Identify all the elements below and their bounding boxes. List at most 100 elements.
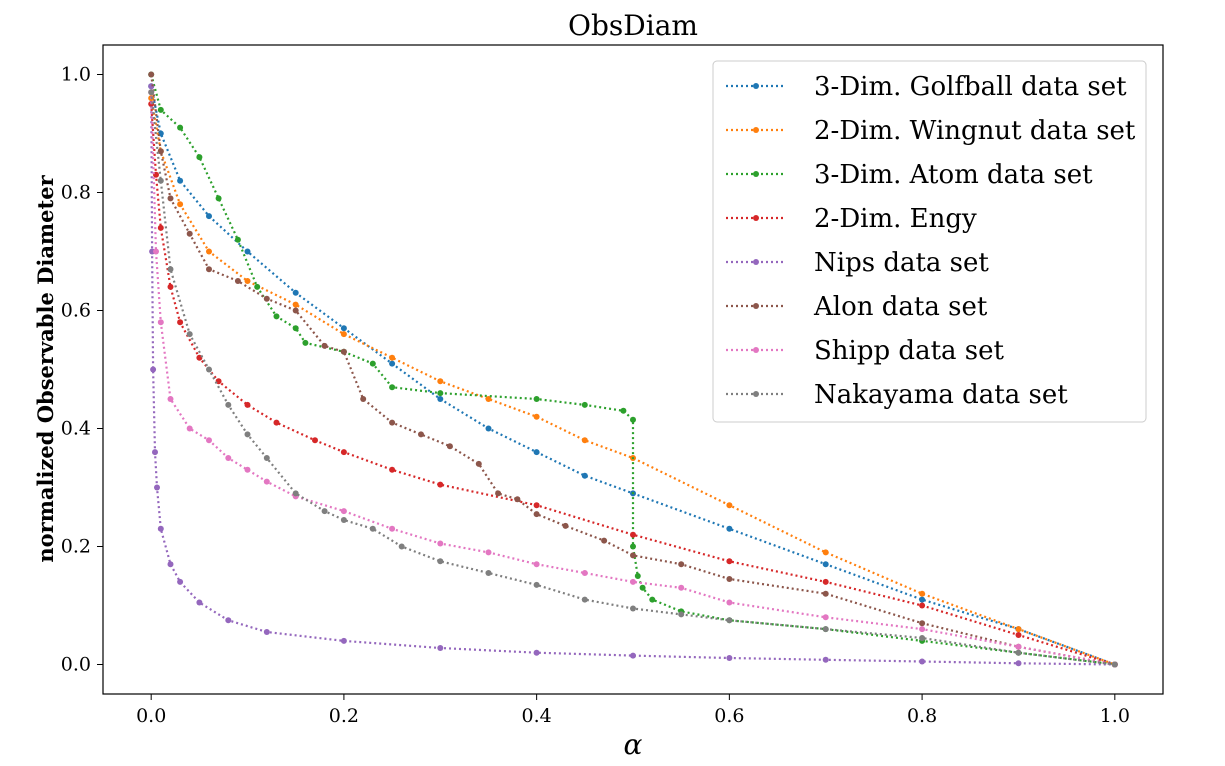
series-1 [148, 95, 1118, 668]
data-point [321, 508, 328, 515]
data-point [186, 331, 193, 338]
data-point [273, 313, 280, 320]
legend-entry: 2-Dim. Wingnut data set [726, 116, 1136, 146]
legend-label: Nips data set [814, 248, 989, 278]
data-point [601, 537, 608, 544]
data-point [581, 472, 588, 479]
data-point [263, 455, 270, 461]
data-point [157, 224, 164, 231]
x-tick-label: 0.4 [522, 705, 552, 727]
data-point [678, 611, 685, 618]
data-point [533, 511, 540, 518]
data-point [630, 652, 636, 659]
series-7 [148, 89, 1118, 668]
data-point [485, 396, 492, 402]
y-tick-label: 0.8 [61, 182, 91, 204]
data-point [726, 525, 733, 532]
data-point [154, 484, 160, 491]
legend-marker [753, 391, 759, 397]
data-point [312, 437, 318, 444]
data-point [177, 201, 184, 208]
data-point [822, 656, 829, 663]
data-point [150, 366, 157, 373]
data-point [263, 295, 270, 302]
data-point [225, 617, 232, 624]
legend-marker [753, 259, 759, 265]
data-point [302, 339, 309, 346]
data-point [263, 478, 270, 485]
legend-marker [753, 127, 759, 133]
data-point [1111, 661, 1118, 668]
data-point [152, 449, 158, 456]
data-point [919, 596, 926, 603]
legend-label: 3-Dim. Atom data set [814, 160, 1093, 190]
data-point [340, 517, 347, 523]
series-line [150, 74, 1115, 666]
legend: 3-Dim. Golfball data set 2-Dim. Wingnut d… [712, 60, 1147, 423]
data-point [581, 401, 588, 408]
data-point [157, 525, 164, 532]
data-point [533, 502, 540, 509]
data-point [244, 401, 251, 408]
legend-label: Nakayama data set [814, 380, 1068, 410]
data-point [418, 431, 424, 438]
data-point [225, 455, 232, 461]
data-point [437, 558, 444, 565]
data-point [206, 437, 212, 444]
series-line [150, 92, 1115, 666]
data-point [822, 626, 829, 633]
data-point [581, 596, 588, 603]
data-point [340, 508, 347, 515]
data-point [726, 558, 733, 565]
data-point [167, 396, 174, 402]
x-tick-label: 0.6 [714, 705, 744, 727]
data-point [177, 177, 184, 184]
data-point [639, 584, 646, 591]
data-point [177, 319, 184, 326]
legend-items: 3-Dim. Golfball data set 2-Dim. Wingnut d… [726, 72, 1136, 410]
data-point [726, 617, 733, 624]
x-axis-label: α [624, 728, 643, 761]
data-point [206, 213, 212, 220]
data-point [153, 248, 159, 255]
data-point [630, 552, 636, 559]
data-point [157, 177, 164, 184]
data-point [186, 425, 193, 432]
series-line [150, 74, 1115, 666]
data-point [678, 584, 685, 591]
series-lines [148, 71, 1118, 668]
y-tick-label: 1.0 [61, 64, 91, 86]
data-point [1015, 632, 1022, 638]
x-tick-label: 0.8 [907, 705, 937, 727]
data-point [630, 543, 636, 550]
data-point [620, 407, 627, 414]
legend-entry: Shipp data set [726, 336, 1005, 366]
data-point [389, 419, 396, 426]
data-point [630, 416, 636, 423]
data-point [822, 578, 829, 585]
data-point [148, 71, 155, 78]
data-point [533, 561, 540, 568]
data-point [389, 360, 396, 367]
data-point [340, 449, 347, 456]
data-point [225, 401, 232, 408]
data-point [360, 396, 367, 402]
x-tick-label: 1.0 [1100, 705, 1130, 727]
data-point [581, 570, 588, 576]
legend-entry: 3-Dim. Golfball data set [726, 72, 1127, 102]
data-point [437, 540, 444, 547]
y-tick-label: 0.6 [61, 300, 91, 322]
legend-entry: Nakayama data set [726, 380, 1068, 410]
y-axis-ticks: 0.0 0.2 0.4 0.6 0.8 1.0 [61, 64, 103, 676]
data-point [437, 378, 444, 385]
data-point [206, 248, 212, 255]
y-axis-label: normalized Observable Diameter [33, 174, 58, 562]
data-point [292, 301, 299, 308]
data-point [148, 89, 155, 96]
legend-entry: Nips data set [726, 248, 989, 278]
data-point [196, 599, 203, 606]
data-point [167, 195, 174, 202]
legend-entry: 2-Dim. Engy [726, 204, 977, 234]
data-point [634, 573, 641, 579]
